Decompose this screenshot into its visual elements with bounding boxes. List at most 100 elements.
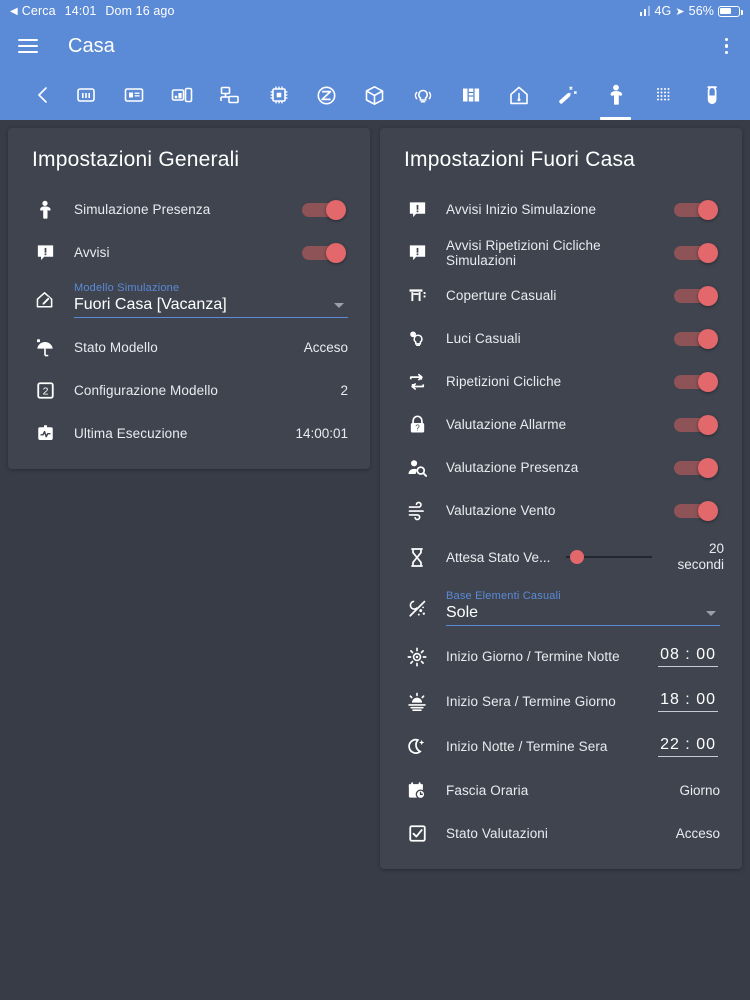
toggle-avvisi-ripetizioni-cicliche[interactable] xyxy=(674,242,718,263)
row-attesa-stato-vento[interactable]: Attesa Stato Ve... 20 secondi xyxy=(394,532,728,582)
row-valutazione-vento[interactable]: Valutazione Vento xyxy=(394,489,728,532)
hamburger-icon[interactable] xyxy=(18,39,38,53)
package-box-icon xyxy=(363,84,386,107)
row-label: Avvisi Inizio Simulazione xyxy=(446,202,597,217)
row-avvisi-inizio-simulazione[interactable]: Avvisi Inizio Simulazione xyxy=(394,188,728,231)
row-fascia-oraria[interactable]: Fascia Oraria Giorno xyxy=(394,769,728,812)
time-field-inizio-notte[interactable]: 22 : 00 xyxy=(658,736,718,757)
slider-value: 20 secondi xyxy=(677,541,724,572)
time-field-inizio-sera[interactable]: 18 : 00 xyxy=(658,691,718,712)
row-label: Inizio Notte / Termine Sera xyxy=(446,739,608,754)
row-coperture-casuali[interactable]: Coperture Casuali xyxy=(394,274,728,317)
row-valutazione-presenza[interactable]: Valutazione Presenza xyxy=(394,446,728,489)
tab-ethernet[interactable] xyxy=(62,70,110,120)
row-luci-casuali[interactable]: Luci Casuali xyxy=(394,317,728,360)
row-valutazione-allarme[interactable]: ? Valutazione Allarme xyxy=(394,403,728,446)
tab-grid[interactable] xyxy=(640,70,688,120)
status-bar-right: 4G ➤ 56% xyxy=(639,4,743,18)
dropdown-value: Sole xyxy=(446,604,479,621)
attesa-stato-vento-slider[interactable] xyxy=(566,550,652,564)
row-value: Acceso xyxy=(675,826,720,841)
tab-package[interactable] xyxy=(351,70,399,120)
hourglass-icon xyxy=(400,546,434,569)
ethernet-port-icon xyxy=(75,84,97,106)
tab-nav-back[interactable] xyxy=(24,70,62,120)
tab-id-card[interactable] xyxy=(110,70,158,120)
cpu-chip-icon xyxy=(268,84,290,106)
checkbox-icon xyxy=(400,823,434,844)
random-magic-icon xyxy=(400,597,434,620)
toggle-avvisi-inizio-simulazione[interactable] xyxy=(674,199,718,220)
row-label: Configurazione Modello xyxy=(74,383,219,398)
slider-row[interactable]: Attesa Stato Ve... 20 secondi xyxy=(434,541,724,573)
status-back-arrow-icon[interactable]: ◀ xyxy=(10,5,18,17)
toggle-luci-casuali[interactable] xyxy=(674,328,718,349)
lan-network-icon xyxy=(218,84,242,106)
dropdown-base-elementi-casuali[interactable]: Base Elementi Casuali Sole xyxy=(434,590,724,626)
lock-question-icon: ? xyxy=(400,414,434,436)
card-title-fuori-casa: Impostazioni Fuori Casa xyxy=(404,148,636,171)
row-value: Acceso xyxy=(303,340,348,355)
toggle-simulazione-presenza[interactable] xyxy=(302,199,346,220)
tab-shutters[interactable] xyxy=(447,70,495,120)
row-label: Avvisi xyxy=(74,245,110,260)
row-inizio-giorno[interactable]: Inizio Giorno / Termine Notte 08 : 00 xyxy=(394,634,728,679)
tab-chip[interactable] xyxy=(255,70,303,120)
card-impostazioni-fuori-casa: Impostazioni Fuori Casa Avvisi Inizio Si… xyxy=(380,128,742,869)
row-simulazione-presenza[interactable]: Simulazione Presenza xyxy=(22,188,356,231)
row-ultima-esecuzione[interactable]: Ultima Esecuzione 14:00:01 xyxy=(22,412,356,455)
toggle-coperture-casuali[interactable] xyxy=(674,285,718,306)
lightbulb-icon xyxy=(400,328,434,350)
toggle-valutazione-vento[interactable] xyxy=(674,500,718,521)
toggle-avvisi[interactable] xyxy=(302,242,346,263)
status-back-label[interactable]: Cerca xyxy=(21,4,56,18)
blinds-icon xyxy=(459,84,483,106)
dropdown-line[interactable]: Sole xyxy=(446,603,720,626)
row-inizio-sera[interactable]: Inizio Sera / Termine Giorno 18 : 00 xyxy=(394,679,728,724)
row-label: Valutazione Allarme xyxy=(446,417,567,432)
row-label: Avvisi Ripetizioni Cicliche Simulazioni xyxy=(446,237,601,268)
tab-devices[interactable] xyxy=(158,70,206,120)
house-thermometer-icon xyxy=(507,84,531,107)
row-stato-valutazioni[interactable]: Stato Valutazioni Acceso xyxy=(394,812,728,855)
tab-presence[interactable] xyxy=(592,70,640,120)
app-bar: Casa xyxy=(0,22,750,70)
time-field-inizio-giorno[interactable]: 08 : 00 xyxy=(658,646,718,667)
toggle-valutazione-presenza[interactable] xyxy=(674,457,718,478)
row-ripetizioni-cicliche[interactable]: Ripetizioni Cicliche xyxy=(394,360,728,403)
toggle-ripetizioni-cicliche[interactable] xyxy=(674,371,718,392)
toggle-valutazione-allarme[interactable] xyxy=(674,414,718,435)
blinds-icon xyxy=(400,285,434,306)
row-label: Coperture Casuali xyxy=(446,288,557,303)
card-title-generali: Impostazioni Generali xyxy=(32,148,240,171)
row-base-elementi-casuali[interactable]: Base Elementi Casuali Sole xyxy=(394,582,728,634)
slider-thumb[interactable] xyxy=(570,550,585,564)
row-avvisi-ripetizioni-cicliche[interactable]: Avvisi Ripetizioni Cicliche Simulazioni xyxy=(394,231,728,274)
tab-scenes[interactable] xyxy=(543,70,591,120)
row-label: Luci Casuali xyxy=(446,331,521,346)
tab-network[interactable] xyxy=(206,70,254,120)
row-inizio-notte[interactable]: Inizio Notte / Termine Sera 22 : 00 xyxy=(394,724,728,769)
test-tube-icon xyxy=(702,84,722,107)
location-arrow-icon: ➤ xyxy=(675,5,685,18)
network-type: 4G xyxy=(654,4,672,18)
zigbee-icon xyxy=(315,84,338,107)
tab-climate[interactable] xyxy=(495,70,543,120)
chevron-left-icon xyxy=(35,85,51,105)
row-configurazione-modello[interactable]: 2 Configurazione Modello 2 xyxy=(22,369,356,412)
dropdown-line[interactable]: Fuori Casa [Vacanza] xyxy=(74,295,348,318)
row-label: Valutazione Presenza xyxy=(446,460,579,475)
row-stato-modello[interactable]: Stato Modello Acceso xyxy=(22,326,356,369)
dropdown-modello-simulazione[interactable]: Modello Simulazione Fuori Casa [Vacanza] xyxy=(62,282,352,318)
tab-lights[interactable] xyxy=(399,70,447,120)
tab-lab[interactable] xyxy=(688,70,736,120)
tab-zigbee[interactable] xyxy=(303,70,351,120)
beach-umbrella-icon xyxy=(28,337,62,359)
row-label: Stato Valutazioni xyxy=(446,826,549,841)
house-edit-icon xyxy=(28,289,62,311)
person-search-icon xyxy=(400,457,434,479)
row-avvisi[interactable]: Avvisi xyxy=(22,231,356,274)
row-modello-simulazione[interactable]: Modello Simulazione Fuori Casa [Vacanza] xyxy=(22,274,356,326)
kebab-icon[interactable] xyxy=(721,34,733,59)
row-label: Valutazione Vento xyxy=(446,503,556,518)
